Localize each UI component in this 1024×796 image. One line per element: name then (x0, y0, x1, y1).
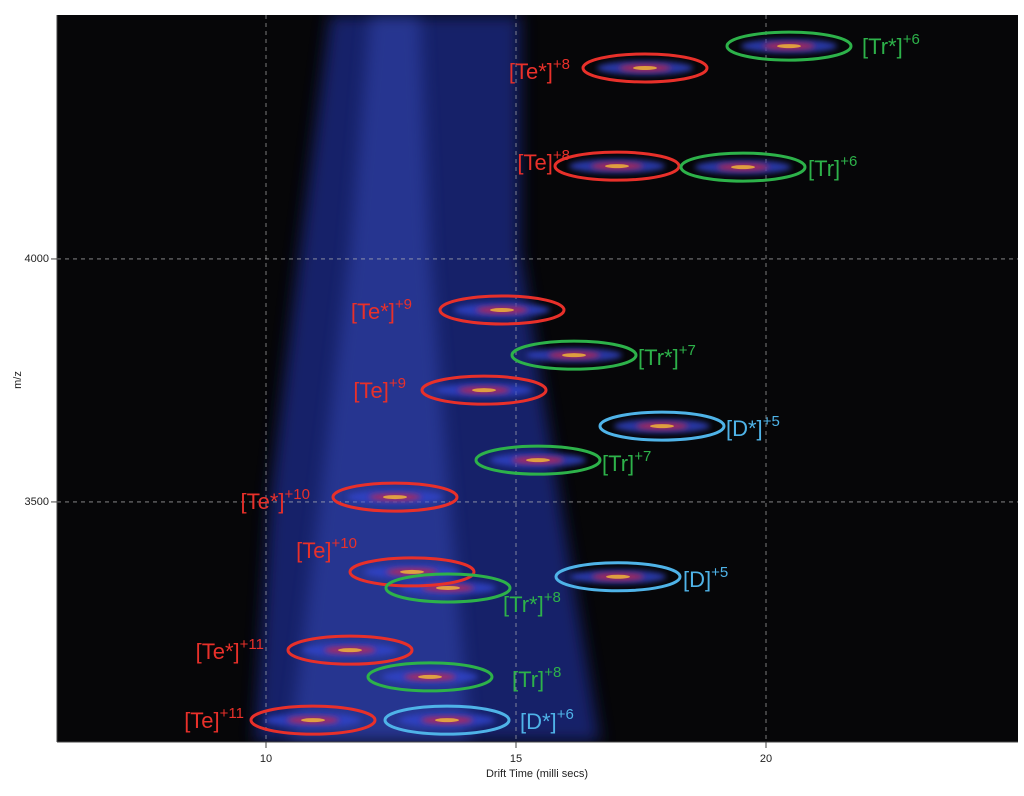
annotation-name: [Te*] (351, 299, 395, 324)
annotation-label: [Te*]+9 (351, 296, 412, 324)
annotation-label: [Tr]+8 (512, 664, 561, 692)
annotation-label: [D*]+6 (520, 706, 574, 734)
y-axis-title: m/z (12, 371, 24, 389)
hot-spot-core (490, 307, 514, 312)
annotation-charge: +6 (840, 153, 857, 170)
annotation-label: [Te]+9 (353, 375, 406, 403)
hot-spot-core (435, 718, 459, 723)
annotation-name: [Tr] (602, 451, 634, 476)
annotation-ellipse (581, 52, 709, 84)
annotation-name: [Te] (184, 708, 219, 733)
annotation-ellipse (679, 151, 807, 183)
hot-spot-core (633, 65, 657, 70)
hot-spot-core (731, 165, 755, 170)
hot-spot-core (606, 574, 630, 579)
annotation-label: [D]+5 (683, 564, 728, 592)
annotation-ellipse (438, 294, 566, 326)
annotation-name: [Tr*] (638, 345, 679, 370)
y-tick-label: 3500 (25, 496, 49, 508)
annotation-ellipse (598, 410, 726, 442)
annotation-ellipse (348, 556, 476, 588)
annotation-name: [D*] (520, 709, 557, 734)
annotation-ellipse (249, 704, 377, 736)
annotation-charge: +8 (544, 664, 561, 681)
y-tick-label: 4000 (25, 253, 49, 265)
annotation-label: [D*]+5 (726, 413, 780, 441)
annotation-charge: +6 (557, 706, 574, 723)
annotation-charge: +9 (389, 375, 406, 392)
annotation-label: [Te*]+8 (509, 56, 570, 84)
hot-spot-core (383, 495, 407, 500)
heat-layer (255, 15, 600, 742)
hot-spot-core (338, 648, 362, 653)
annotation-ellipse (331, 481, 459, 513)
hot-spot-core (650, 424, 674, 429)
annotation-name: [Tr] (512, 667, 544, 692)
annotation-ellipse (554, 561, 682, 593)
annotation-charge: +7 (679, 342, 696, 359)
annotation-label: [Tr*]+7 (638, 342, 696, 370)
annotation-label: [Tr*]+6 (862, 31, 920, 59)
annotation-ellipse (384, 572, 512, 604)
annotation-name: [D*] (726, 416, 763, 441)
x-tick-label: 20 (760, 753, 772, 765)
annotation-name: [Te*] (241, 489, 285, 514)
annotation-charge: +5 (763, 413, 780, 430)
hot-spot-core (436, 585, 460, 590)
annotation-label: [Te]+10 (296, 535, 357, 563)
annotation-ellipse (725, 30, 853, 62)
annotation-name: [Tr] (808, 156, 840, 181)
annotation-label: [Te*]+11 (196, 636, 264, 664)
annotation-ellipse (510, 339, 638, 371)
annotation-ellipse (420, 374, 548, 406)
hot-spots (265, 39, 837, 728)
annotation-ellipse (383, 704, 511, 736)
annotation-charge: +9 (395, 296, 412, 313)
hot-spot-core (418, 674, 442, 679)
annotation-label: [Tr]+7 (602, 448, 651, 476)
annotation-charge: +8 (553, 147, 570, 164)
annotation-name: [Te] (353, 378, 388, 403)
annotation-charge: +10 (285, 486, 310, 503)
x-tick-label: 10 (260, 753, 272, 765)
hot-spot-core (777, 44, 801, 49)
hot-spot-core (605, 164, 629, 169)
annotation-charge: +7 (634, 448, 651, 465)
annotation-label: [Tr]+6 (808, 153, 857, 181)
annotations: [Tr*]+6[Te*]+8[Te]+8[Tr]+6[Te*]+9[Tr*]+7… (184, 30, 920, 736)
x-axis-title: Drift Time (milli secs) (486, 768, 588, 780)
annotation-name: [Tr*] (503, 592, 544, 617)
annotation-charge: +8 (544, 589, 561, 606)
annotation-charge: +6 (903, 31, 920, 48)
annotation-charge: +10 (332, 535, 357, 552)
annotation-label: [Te]+11 (184, 705, 244, 733)
annotation-charge: +11 (220, 705, 244, 722)
annotation-name: [Tr*] (862, 34, 903, 59)
annotation-ellipse (286, 634, 414, 666)
annotation-ellipse (474, 444, 602, 476)
annotation-name: [Te*] (196, 639, 240, 664)
annotation-name: [Te] (517, 150, 552, 175)
annotation-label: [Te]+8 (517, 147, 570, 175)
annotation-ellipse (366, 661, 494, 693)
hot-spot-core (562, 353, 586, 358)
annotation-label: [Te*]+10 (241, 486, 310, 514)
hot-spot-core (301, 718, 325, 723)
annotation-name: [Te] (296, 538, 331, 563)
annotation-ellipse (553, 150, 681, 182)
hot-spot-core (526, 458, 550, 463)
annotation-name: [D] (683, 567, 711, 592)
annotation-charge: +11 (240, 636, 264, 653)
x-tick-label: 15 (510, 753, 522, 765)
annotation-charge: +5 (711, 564, 728, 581)
hot-spot-core (472, 388, 496, 393)
hot-spot-core (400, 569, 424, 574)
annotation-charge: +8 (553, 56, 570, 73)
heat-core (290, 15, 470, 742)
grid (57, 15, 1018, 742)
annotation-name: [Te*] (509, 59, 553, 84)
annotation-label: [Tr*]+8 (503, 589, 561, 617)
